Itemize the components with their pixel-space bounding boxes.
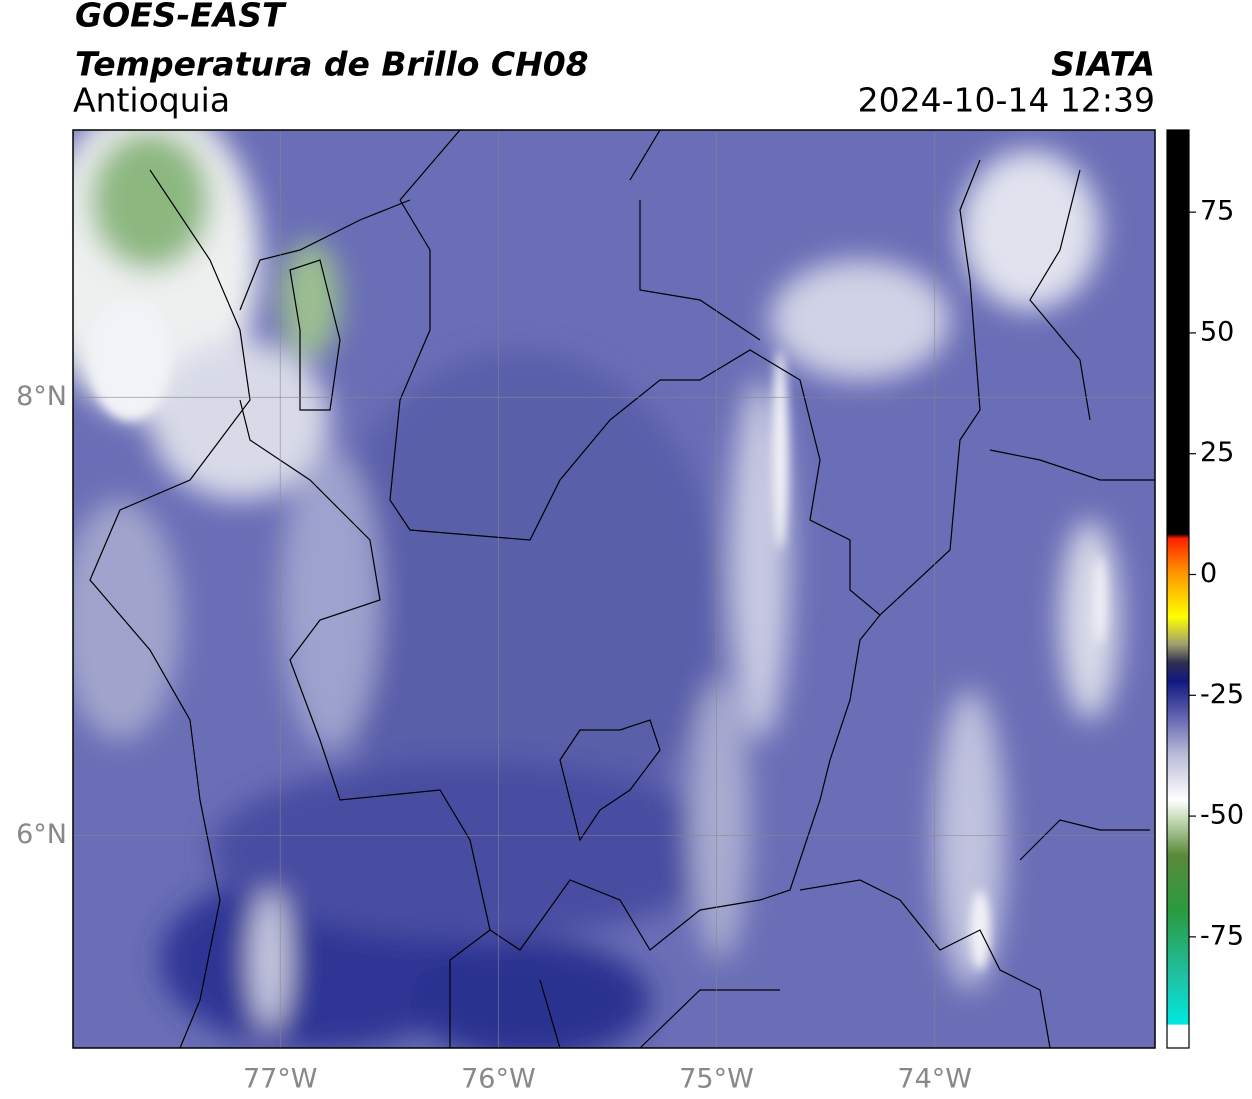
x-tick-label: 74°W: [897, 1064, 972, 1095]
colorbar-tick-label: 25: [1200, 437, 1234, 468]
colorbar-tick-label: -75: [1200, 920, 1244, 951]
region: Antioquia: [73, 81, 230, 120]
title: GOES-EAST: [75, 0, 287, 35]
map-frame: [72, 129, 1156, 1049]
x-tick-label: 76°W: [461, 1064, 536, 1095]
y-tick-label: 8°N: [16, 381, 67, 412]
x-tick-label: 77°W: [243, 1064, 318, 1095]
colorbar-tick-label: -25: [1200, 679, 1244, 710]
colorbar: [1166, 129, 1190, 1049]
x-tick-label: 75°W: [679, 1064, 754, 1095]
subtitle: Temperatura de Brillo CH08: [75, 45, 589, 84]
colorbar-tick-label: -50: [1200, 800, 1244, 831]
colorbar-tick-label: 0: [1200, 558, 1217, 589]
datetime: 2024-10-14 12:39: [858, 81, 1155, 120]
map-grid: [73, 130, 1155, 1048]
source: SIATA: [1051, 45, 1155, 84]
colorbar-tick-label: 75: [1200, 196, 1234, 227]
y-tick-label: 6°N: [16, 819, 67, 850]
map-image: [73, 130, 1155, 1048]
colorbar-tick-label: 50: [1200, 316, 1234, 347]
